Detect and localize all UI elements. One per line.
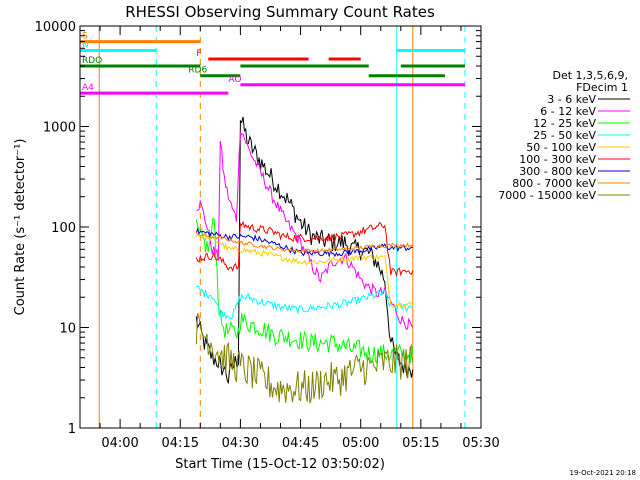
flag-bar-label: N	[82, 41, 89, 51]
y-tick-label: 1000	[43, 121, 76, 136]
plot-frame	[79, 25, 482, 429]
legend-label: 800 - 7000 keV	[512, 177, 596, 190]
y-tick-label: 10000	[35, 20, 76, 35]
chart-title: RHESSI Observing Summary Count Rates	[125, 3, 435, 21]
legend-header: Det 1,3,5,6,9,	[552, 69, 628, 82]
flag-bar-label: RD6	[188, 66, 207, 76]
y-tick-label: 10	[59, 322, 76, 337]
flag-bar-label: A4	[82, 83, 94, 93]
series-line	[195, 227, 414, 258]
x-tick-label: 05:30	[462, 436, 499, 451]
flag-bars: SN F RDO RD6 AO A4	[80, 32, 465, 95]
footer-date: 19-Oct-2021 20:18	[570, 469, 636, 477]
legend-label: 25 - 50 keV	[533, 129, 596, 142]
axes: 1 10 100 1000 10000 04:00 04:15 04:30 04:45 05:00…	[35, 20, 500, 451]
y-axis-label: Count Rate (s⁻¹ detector⁻¹)	[13, 139, 28, 316]
series-line	[195, 220, 414, 278]
legend-label: 50 - 100 keV	[526, 141, 596, 154]
x-tick-label: 05:00	[342, 436, 379, 451]
legend-label: 7000 - 15000 keV	[498, 189, 596, 202]
series-line	[195, 231, 414, 254]
flag-bar-label: F	[196, 49, 201, 59]
x-tick-label: 05:15	[402, 436, 439, 451]
x-tick-label: 04:30	[222, 436, 259, 451]
series-line	[195, 116, 414, 385]
x-tick-label: 04:15	[162, 436, 199, 451]
x-axis-label: Start Time (15-Oct-12 03:50:02)	[175, 457, 385, 472]
flag-bar-label: RDO	[82, 56, 102, 66]
legend-header: FDecim 1	[576, 81, 628, 94]
series-line	[196, 130, 414, 330]
legend-label: 12 - 25 keV	[533, 117, 596, 130]
series-line	[195, 217, 414, 364]
y-tick-label: 1	[68, 422, 76, 437]
legend-label: 3 - 6 keV	[547, 93, 596, 106]
y-tick-label: 100	[51, 221, 76, 236]
legend-label: 6 - 12 keV	[540, 105, 596, 118]
flag-bar-label: AO	[228, 75, 241, 85]
series-line	[195, 285, 414, 320]
series-line	[195, 313, 414, 404]
x-tick-label: 04:00	[101, 436, 138, 451]
x-tick-label: 04:45	[282, 436, 319, 451]
series-line	[195, 232, 413, 308]
series-layer	[195, 116, 414, 404]
legend-label: 100 - 300 keV	[519, 153, 596, 166]
legend-label: 300 - 800 keV	[519, 165, 596, 178]
flag-bar-label: S	[82, 32, 88, 42]
